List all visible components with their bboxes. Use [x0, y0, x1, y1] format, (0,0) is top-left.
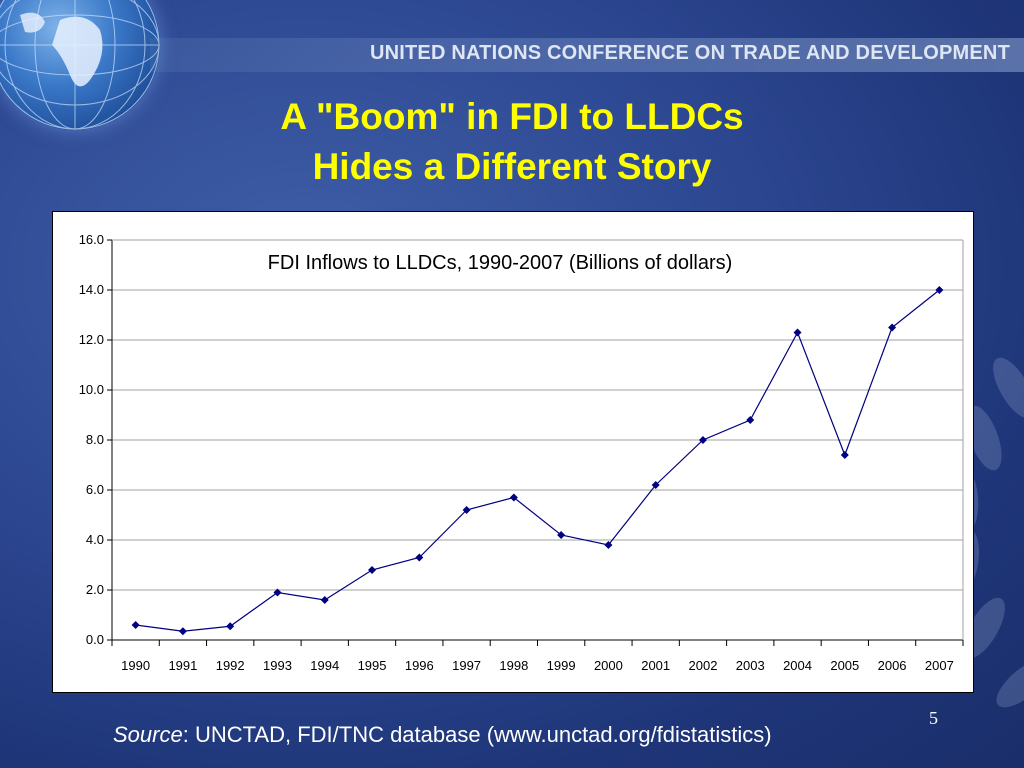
data-point: [793, 328, 802, 337]
x-tick-label: 1996: [405, 658, 434, 673]
x-tick-label: 2006: [878, 658, 907, 673]
chart-title: FDI Inflows to LLDCs, 1990-2007 (Billion…: [268, 252, 733, 274]
data-point: [368, 566, 377, 574]
x-tick-label: 2001: [641, 658, 670, 673]
data-point: [557, 531, 566, 539]
data-point: [651, 481, 660, 489]
data-point: [698, 436, 707, 444]
chart-panel: 0.0 2.0 4.0 6.0 8.0 10.0 12.0 14.0 16.0 1990 1991 1…: [52, 211, 974, 693]
data-point: [935, 286, 944, 294]
data-point: [462, 506, 471, 514]
x-tick-label: 1997: [452, 658, 481, 673]
source-label: Source: [113, 722, 183, 747]
y-tick-label: 8.0: [86, 432, 104, 447]
series-line: [135, 289, 940, 632]
y-tick-label: 4.0: [86, 532, 104, 547]
y-tick-label: 16.0: [79, 232, 104, 247]
y-tick-label: 14.0: [79, 282, 104, 297]
y-tick-label: 6.0: [86, 482, 104, 497]
y-tick-label: 2.0: [86, 582, 104, 597]
x-tick-label: 1993: [263, 658, 292, 673]
data-point: [131, 621, 140, 629]
slide-title: A "Boom" in FDI to LLDCs Hides a Differe…: [0, 92, 1024, 192]
x-tick-label: 2004: [783, 658, 812, 673]
y-tick-label: 12.0: [79, 332, 104, 347]
x-tick-label: 2003: [736, 658, 765, 673]
globe-logo: [0, 0, 160, 130]
data-point: [604, 541, 613, 549]
x-tick-label: 1999: [547, 658, 576, 673]
data-point: [320, 596, 329, 604]
x-tick-label: 2007: [925, 658, 954, 673]
y-tick-label: 10.0: [79, 382, 104, 397]
data-point: [178, 627, 187, 636]
header-banner: UNITED NATIONS CONFERENCE ON TRADE AND D…: [150, 38, 1024, 72]
data-point: [509, 493, 518, 502]
x-tick-label: 1994: [310, 658, 339, 673]
organization-name: UNITED NATIONS CONFERENCE ON TRADE AND D…: [369, 42, 1010, 64]
x-tick-label: 2005: [830, 658, 859, 673]
source-text: : UNCTAD, FDI/TNC database (www.unctad.o…: [182, 722, 772, 747]
x-tick-label: 1990: [121, 658, 150, 673]
x-tick-label: 1998: [499, 658, 528, 673]
x-tick-label: 2002: [689, 658, 718, 673]
x-tick-label: 1991: [168, 658, 197, 673]
y-tick-label: 0.0: [86, 632, 104, 647]
x-tick-label: 1995: [358, 658, 387, 673]
page-number: 5: [929, 708, 938, 728]
data-point: [415, 553, 424, 562]
data-point: [226, 622, 235, 631]
x-tick-label: 2000: [594, 658, 623, 673]
slide-title-line-1: A "Boom" in FDI to LLDCs: [280, 96, 744, 137]
fdi-line-chart: 0.0 2.0 4.0 6.0 8.0 10.0 12.0 14.0 16.0 1990 1991 1…: [79, 232, 964, 673]
x-tick-label: 1992: [216, 658, 245, 673]
slide-title-line-2: Hides a Different Story: [312, 146, 712, 187]
data-point: [840, 451, 849, 459]
source-note: Source: UNCTAD, FDI/TNC database (www.un…: [113, 722, 772, 748]
data-point: [888, 323, 897, 332]
data-point: [273, 588, 282, 597]
data-point: [746, 416, 755, 424]
